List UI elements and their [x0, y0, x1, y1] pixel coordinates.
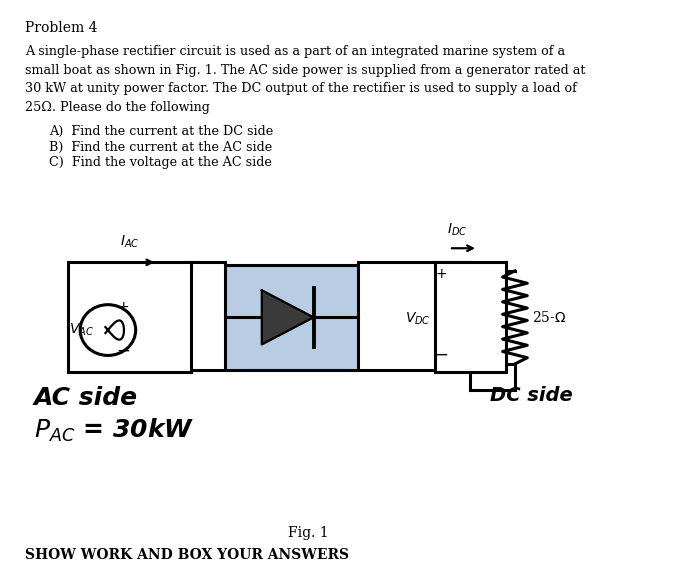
Text: DC side: DC side — [490, 387, 573, 405]
Text: +: + — [436, 267, 448, 281]
Text: SHOW WORK AND BOX YOUR ANSWERS: SHOW WORK AND BOX YOUR ANSWERS — [25, 548, 349, 563]
Text: AC side: AC side — [34, 387, 138, 410]
Text: $I_{AC}$: $I_{AC}$ — [120, 234, 140, 250]
Text: +: + — [117, 301, 129, 315]
Text: A single-phase rectifier circuit is used as a part of an integrated marine syste: A single-phase rectifier circuit is used… — [25, 45, 585, 114]
Text: B)  Find the current at the AC side: B) Find the current at the AC side — [49, 140, 273, 153]
Text: $V_{AC}$: $V_{AC}$ — [69, 322, 94, 338]
Text: −: − — [116, 342, 130, 360]
Text: $V_{DC}$: $V_{DC}$ — [405, 311, 431, 327]
Text: Problem 4: Problem 4 — [25, 22, 97, 36]
FancyBboxPatch shape — [225, 265, 358, 370]
Polygon shape — [262, 290, 314, 345]
Text: A)  Find the current at the DC side: A) Find the current at the DC side — [49, 125, 273, 138]
Text: 25-$\Omega$: 25-$\Omega$ — [532, 310, 566, 325]
FancyBboxPatch shape — [68, 263, 191, 372]
Text: Fig. 1: Fig. 1 — [288, 526, 329, 540]
Text: $P_{AC}$ = 30kW: $P_{AC}$ = 30kW — [34, 417, 194, 444]
FancyBboxPatch shape — [435, 263, 506, 372]
Text: $I_{DC}$: $I_{DC}$ — [448, 222, 468, 238]
Text: −: − — [435, 345, 448, 363]
Text: C)  Find the voltage at the AC side: C) Find the voltage at the AC side — [49, 156, 272, 169]
